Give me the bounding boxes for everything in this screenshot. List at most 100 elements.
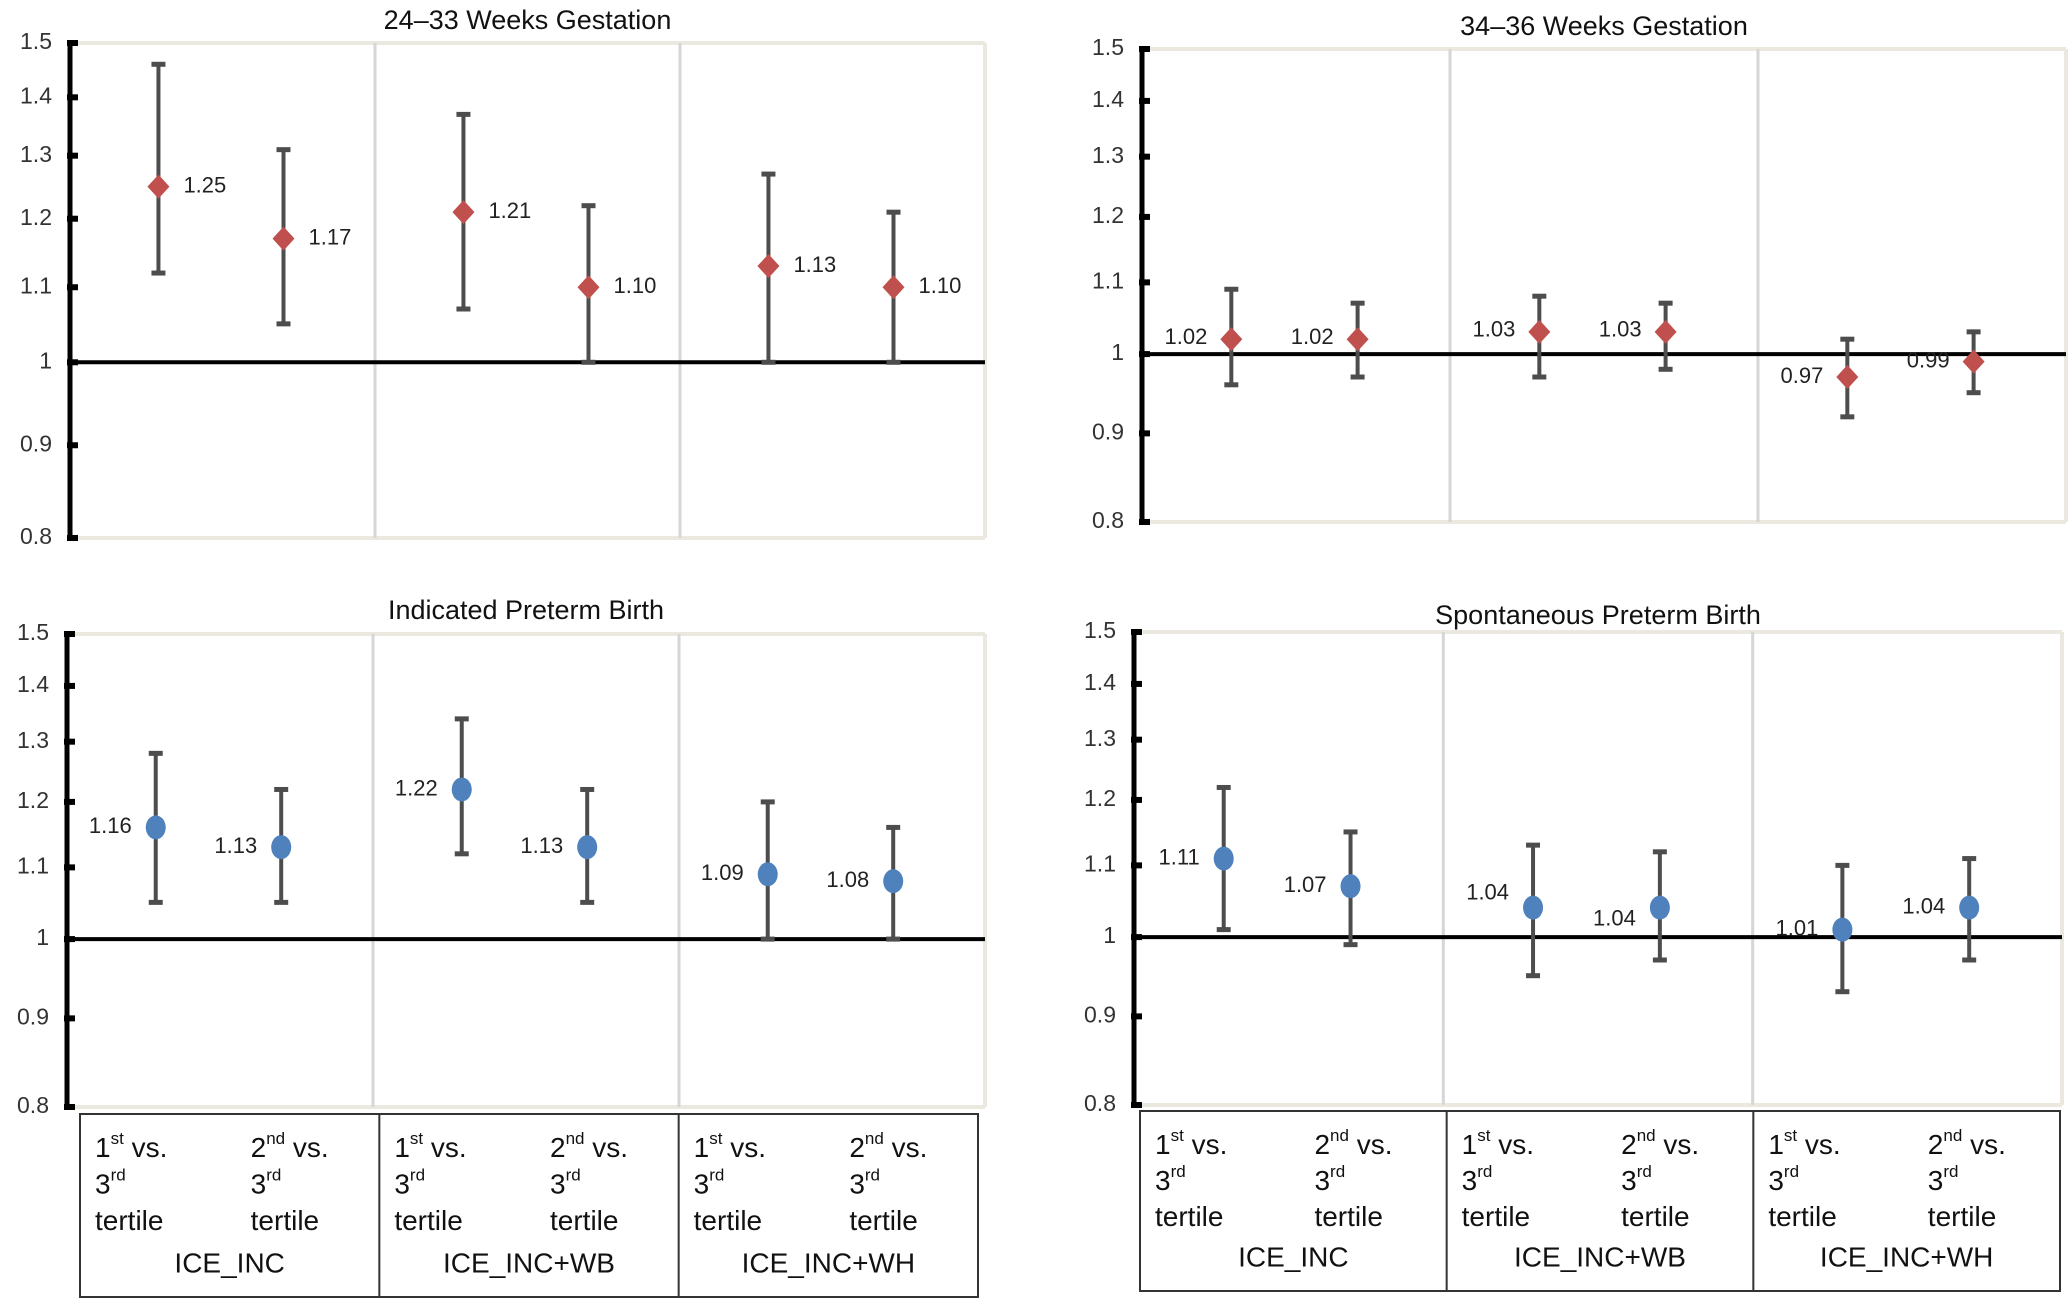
y-tick-label: 1.5 — [1092, 34, 1124, 60]
category-label: 2nd vs. — [550, 1129, 628, 1163]
circle-marker — [1340, 874, 1361, 899]
category-label-base: tertile — [1768, 1201, 1836, 1232]
chart-panel: Spontaneous Preterm Birth 0.8 0.9 1 1.1 1.2 1.… — [1084, 600, 2064, 1292]
category-label-base: 3 — [1621, 1165, 1637, 1196]
category-label: 1st vs. — [694, 1129, 766, 1163]
category-label-superscript: st — [1784, 1126, 1798, 1145]
chart-panel: 34–36 Weeks Gestation 0.8 0.9 1 1.1 1.2 1.3 1.4… — [1092, 11, 2068, 533]
data-point-group: 1.03 — [1599, 300, 1677, 372]
circle-marker — [1649, 895, 1670, 920]
y-tick-label: 1.5 — [1084, 617, 1116, 643]
category-label: 3rd — [1621, 1162, 1652, 1196]
category-label: 3rd — [1768, 1162, 1799, 1196]
y-tick-label: 1.1 — [1084, 850, 1116, 876]
chart-title: Spontaneous Preterm Birth — [1435, 600, 1761, 630]
data-point-group: 1.04 — [1902, 856, 1980, 963]
category-label: 3rd — [95, 1166, 126, 1200]
category-label-base: 3 — [1314, 1165, 1330, 1196]
data-point-group: 1.13 — [757, 171, 836, 365]
category-label-rest: vs. — [285, 1132, 329, 1163]
category-label-superscript: st — [709, 1129, 723, 1148]
category-label-superscript: st — [1477, 1126, 1491, 1145]
data-point-group: 1.11 — [1159, 784, 1234, 933]
data-label: 1.07 — [1284, 872, 1327, 897]
category-label: 2nd vs. — [1928, 1126, 2006, 1160]
category-label-superscript: nd — [266, 1129, 285, 1148]
data-label: 1.03 — [1599, 317, 1642, 342]
category-label-superscript: rd — [1330, 1162, 1345, 1181]
data-label: 1.04 — [1593, 905, 1636, 930]
category-label: 2nd vs. — [1314, 1126, 1392, 1160]
category-label-superscript: rd — [566, 1166, 581, 1185]
data-label: 1.01 — [1776, 915, 1819, 940]
data-point-group: 1.08 — [826, 824, 904, 942]
data-label: 0.97 — [1780, 363, 1823, 388]
category-label-base: 1 — [694, 1132, 710, 1163]
category-label-base: 2 — [1314, 1129, 1330, 1160]
category-label: 3rd — [1928, 1162, 1959, 1196]
category-label-superscript: st — [111, 1129, 125, 1148]
category-label-base: tertile — [1621, 1201, 1689, 1232]
chart-panel: 24–33 Weeks Gestation 0.8 0.9 1 1.1 1.2 1.3 1.4… — [20, 5, 987, 549]
data-label: 1.11 — [1159, 844, 1200, 869]
category-label: tertile — [1314, 1201, 1382, 1232]
group-label: ICE_INC+WH — [1820, 1241, 1993, 1272]
y-tick-label: 1.2 — [1092, 202, 1124, 228]
data-point-group: 1.07 — [1284, 829, 1361, 948]
category-label-base: 3 — [849, 1169, 865, 1200]
diamond-marker — [1346, 327, 1369, 352]
y-tick-label: 1 — [1103, 922, 1116, 948]
data-label: 1.04 — [1902, 893, 1945, 918]
category-label-superscript: rd — [1943, 1162, 1958, 1181]
data-label: 1.16 — [89, 813, 132, 838]
data-label: 1.09 — [701, 860, 744, 885]
y-tick-label: 0.8 — [17, 1092, 49, 1118]
category-label: 2nd vs. — [251, 1129, 329, 1163]
category-label-rest: vs. — [584, 1132, 628, 1163]
category-label: 2nd vs. — [1621, 1126, 1699, 1160]
category-label: 3rd — [694, 1166, 725, 1200]
y-tick-label: 1.3 — [17, 727, 49, 753]
diamond-marker — [452, 200, 475, 225]
category-label-base: 3 — [550, 1169, 566, 1200]
data-point-group: 1.10 — [577, 203, 657, 365]
data-point-group: 1.02 — [1164, 286, 1243, 388]
category-label: 1st vs. — [95, 1129, 167, 1163]
y-tick-label: 1.1 — [17, 852, 49, 878]
data-label: 1.10 — [614, 273, 657, 298]
category-label-base: 1 — [1462, 1129, 1478, 1160]
category-label-base: tertile — [1462, 1201, 1530, 1232]
circle-marker — [145, 815, 166, 840]
category-label-superscript: nd — [1330, 1126, 1349, 1145]
data-label: 1.13 — [520, 833, 563, 858]
circle-marker — [1213, 846, 1234, 871]
group-label: ICE_INC — [1238, 1241, 1348, 1272]
category-label-base: tertile — [394, 1206, 462, 1237]
data-label: 1.03 — [1472, 317, 1515, 342]
category-label: tertile — [1155, 1201, 1223, 1232]
y-tick-label: 1 — [1111, 339, 1124, 365]
circle-marker — [757, 862, 778, 887]
category-label-base: 2 — [1928, 1129, 1944, 1160]
data-point-group: 1.25 — [147, 61, 226, 276]
data-point-group: 1.13 — [520, 786, 598, 905]
data-label: 1.04 — [1466, 879, 1509, 904]
category-label-rest: vs. — [1349, 1129, 1393, 1160]
category-label-base: 1 — [1155, 1129, 1171, 1160]
category-label-base: tertile — [550, 1206, 618, 1237]
chart-title: Indicated Preterm Birth — [388, 595, 664, 625]
category-label: tertile — [1462, 1201, 1530, 1232]
category-label: 3rd — [251, 1166, 282, 1200]
data-label: 1.17 — [309, 224, 352, 249]
data-point-group: 1.10 — [882, 209, 961, 365]
category-label: tertile — [1621, 1201, 1689, 1232]
category-label: 1st vs. — [1462, 1126, 1534, 1160]
data-point-group: 1.01 — [1776, 862, 1853, 995]
data-point-group: 0.97 — [1780, 336, 1859, 420]
category-label-base: 3 — [251, 1169, 267, 1200]
circle-marker — [1832, 917, 1853, 942]
category-label-rest: vs. — [124, 1132, 168, 1163]
category-label: 3rd — [1314, 1162, 1345, 1196]
